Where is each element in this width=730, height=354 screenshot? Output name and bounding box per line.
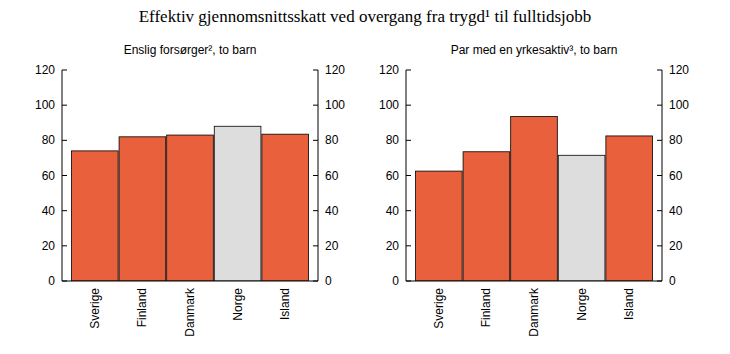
bar xyxy=(71,151,118,281)
category-label: Norge xyxy=(231,288,245,321)
y2-tick-label: 40 xyxy=(325,204,339,218)
y2-tick-label: 0 xyxy=(669,274,676,288)
y2-tick xyxy=(657,140,662,141)
bar xyxy=(262,134,309,281)
y-tick-label: 100 xyxy=(379,98,399,112)
y2-tick xyxy=(657,70,662,71)
y2-tick-label: 20 xyxy=(669,239,683,253)
y2-tick xyxy=(657,210,662,211)
y2-tick-label: 20 xyxy=(325,239,339,253)
y2-tick-label: 40 xyxy=(669,204,683,218)
y2-tick xyxy=(657,245,662,246)
chart-root: Effektiv gjennomsnittsskatt ved overgang… xyxy=(0,0,730,354)
y-tick-label: 40 xyxy=(42,204,56,218)
y2-tick-label: 0 xyxy=(325,274,332,288)
y-tick xyxy=(62,245,67,246)
y2-tick-label: 60 xyxy=(325,169,339,183)
y2-tick xyxy=(313,281,318,282)
y-tick-label: 0 xyxy=(392,274,399,288)
category-label: Danmark xyxy=(527,287,541,337)
y2-tick-label: 120 xyxy=(669,63,689,77)
panel: Enslig forsørger², to barn Sverige Finland… xyxy=(35,43,345,337)
category-label: Island xyxy=(622,288,636,320)
y2-tick-label: 120 xyxy=(325,63,345,77)
bar xyxy=(415,171,462,281)
y-tick-label: 120 xyxy=(35,63,55,77)
y-tick xyxy=(406,245,411,246)
y2-tick xyxy=(313,175,318,176)
main-title: Effektiv gjennomsnittsskatt ved overgang… xyxy=(139,7,592,26)
bar xyxy=(558,155,605,281)
category-label: Danmark xyxy=(183,287,197,337)
y-tick-label: 120 xyxy=(379,63,399,77)
y-tick-label: 80 xyxy=(42,133,56,147)
y-tick xyxy=(62,210,67,211)
panel-title: Enslig forsørger², to barn xyxy=(124,43,257,57)
bars xyxy=(71,126,308,281)
y-tick xyxy=(62,105,67,106)
category-label: Finland xyxy=(135,288,149,327)
y-tick-label: 40 xyxy=(386,204,400,218)
y-tick xyxy=(406,70,411,71)
y2-tick xyxy=(313,210,318,211)
bars xyxy=(415,117,652,281)
x-axis xyxy=(406,281,662,282)
y-tick xyxy=(406,281,411,282)
category-label: Sverige xyxy=(432,288,446,329)
category-label: Island xyxy=(278,288,292,320)
panel: Par med en yrkesaktiv³, to barn Sverige Fi… xyxy=(379,43,689,337)
y2-tick xyxy=(657,175,662,176)
y2-tick-label: 80 xyxy=(669,133,683,147)
y-tick-label: 20 xyxy=(42,239,56,253)
y2-tick xyxy=(657,281,662,282)
y2-tick-label: 100 xyxy=(325,98,345,112)
y-tick xyxy=(406,210,411,211)
bar xyxy=(167,135,214,281)
bar xyxy=(511,117,558,281)
y-tick-label: 0 xyxy=(48,274,55,288)
y-tick xyxy=(62,140,67,141)
y-tick-label: 60 xyxy=(386,169,400,183)
x-axis xyxy=(62,281,318,282)
y2-tick xyxy=(657,105,662,106)
y2-tick xyxy=(313,70,318,71)
y2-tick-label: 80 xyxy=(325,133,339,147)
y-tick xyxy=(406,140,411,141)
y-tick-label: 60 xyxy=(42,169,56,183)
bar xyxy=(214,126,261,281)
bar xyxy=(463,152,510,281)
y2-tick xyxy=(313,105,318,106)
category-label: Finland xyxy=(479,288,493,327)
y-tick xyxy=(62,175,67,176)
y-tick xyxy=(406,105,411,106)
bar xyxy=(606,136,653,281)
y2-tick-label: 60 xyxy=(669,169,683,183)
y-tick-label: 80 xyxy=(386,133,400,147)
panel-title: Par med en yrkesaktiv³, to barn xyxy=(451,43,618,57)
y-tick-label: 100 xyxy=(35,98,55,112)
y2-tick xyxy=(313,245,318,246)
y-tick xyxy=(406,175,411,176)
y-tick xyxy=(62,281,67,282)
y2-tick-label: 100 xyxy=(669,98,689,112)
y-tick xyxy=(62,70,67,71)
category-label: Sverige xyxy=(88,288,102,329)
y2-tick xyxy=(313,140,318,141)
y-tick-label: 20 xyxy=(386,239,400,253)
bar xyxy=(119,137,166,281)
category-label: Norge xyxy=(575,288,589,321)
